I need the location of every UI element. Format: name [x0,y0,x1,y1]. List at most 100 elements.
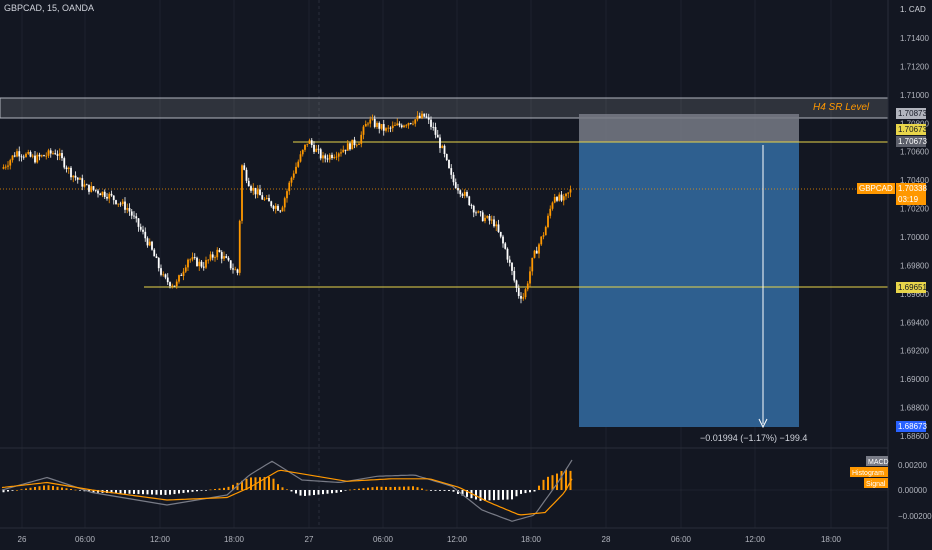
candle-body [567,192,570,194]
candle-body [376,122,378,127]
measure-label: −0.01994 (−1.17%) −199.4 [700,433,807,443]
macd-histogram-bar [331,490,333,494]
candle-body [477,211,480,213]
candle-body [513,270,516,281]
macd-histogram-bar [556,473,558,490]
candle-body [45,155,48,157]
price-tick-label: 1.71400 [900,34,929,43]
time-tick-label: 06:00 [75,535,96,544]
macd-histogram-bar [38,486,41,490]
price-tick-label: 1.70400 [900,176,929,185]
macd-histogram-bar [232,484,234,490]
candle-body [416,115,419,120]
position-target-zone[interactable] [579,142,799,427]
position-stop-zone[interactable] [579,114,799,143]
time-tick-label: 26 [18,535,27,544]
time-axis[interactable]: 26 06:00 12:00 18:00 27 06:00 12:00 18:00 28 06:0… [18,535,842,544]
candle-body [551,202,554,209]
candle-body [439,137,441,149]
svg-text:1.70673: 1.70673 [898,137,927,146]
candle-body [400,125,403,128]
candle-body [466,192,468,197]
macd-histogram-bar [11,490,14,491]
candle-body [191,257,194,260]
candle-body [454,182,457,189]
candle-body [308,140,311,144]
candle-body [169,282,171,287]
candle-body [421,113,423,118]
macd-histogram-bar [151,490,153,495]
candle-body [310,140,313,145]
time-tick-label: 18:00 [821,535,842,544]
candle-body [544,227,547,236]
candle-body [124,201,126,210]
candle-body [529,271,531,284]
candle-body [211,254,214,258]
price-tick-label: 1.70600 [900,148,929,157]
macd-histogram-bar [326,490,329,494]
time-tick-label: 18:00 [224,535,245,544]
macd-histogram-bar [290,490,293,492]
candle-body [92,186,95,190]
macd-histogram-bar [515,490,518,497]
candle-body [443,145,446,155]
price-tick-label: 1.71000 [900,91,929,100]
price-tick-label: 1.69400 [900,318,929,327]
macd-histogram-bar [376,486,378,490]
svg-text:03:19: 03:19 [898,195,919,204]
macd-histogram-bar [155,490,158,495]
candle-body [522,297,525,299]
candle-body [250,186,252,191]
candle-body [137,218,140,227]
candle-body [103,191,106,197]
candle-body [196,257,198,267]
macd-histogram-bar [241,480,243,490]
macd-tick-label: 0.00200 [898,461,927,470]
macd-histogram-bar [25,488,27,490]
price-tick-label: 1.69800 [900,261,929,270]
macd-histogram-bar [439,490,441,491]
badge-zone-top: 1.70873 [896,108,927,119]
macd-histogram-bar [34,487,36,490]
candle-body [20,156,23,158]
candle-body [139,226,142,230]
macd-histogram-bar [403,486,405,490]
candle-body [317,148,320,150]
candle-body [382,124,385,131]
candle-body [227,257,230,261]
candle-body [560,194,563,201]
candle-body [531,257,534,272]
candle-body [214,257,216,259]
candle-body [198,261,201,267]
candle-body [427,117,430,120]
price-grid [21,0,832,528]
macd-histogram-bar [565,469,567,490]
price-axis[interactable]: 1.71400 1.71200 1.71000 1.70800 1.70600 1.704… [900,34,929,441]
macd-histogram-bar [74,489,77,491]
candle-body [34,155,36,163]
zone-label: H4 SR Level [813,102,870,113]
macd-histogram-bar [452,490,455,492]
candle-body [4,166,7,168]
macd-histogram-bar [79,490,81,491]
macd-histogram-bar [263,477,266,490]
macd-histogram-bar [353,489,356,490]
currency-label[interactable]: 1. CAD [900,5,926,14]
candle-body [547,215,549,228]
candle-body [398,123,401,126]
candle-body [495,224,498,227]
candle-body [504,243,507,249]
macd-histogram-bar [335,490,338,493]
macd-histogram-bar [187,490,189,493]
time-tick-label: 06:00 [671,535,692,544]
macd-histogram-bar [272,478,275,490]
candle-body [238,220,241,273]
svg-text:1.68673: 1.68673 [898,422,927,431]
candle-body [112,195,115,201]
candle-body [218,249,221,253]
candle-body [22,156,25,158]
candle-body [202,266,205,268]
candle-body [436,134,439,138]
candle-body [335,156,338,158]
